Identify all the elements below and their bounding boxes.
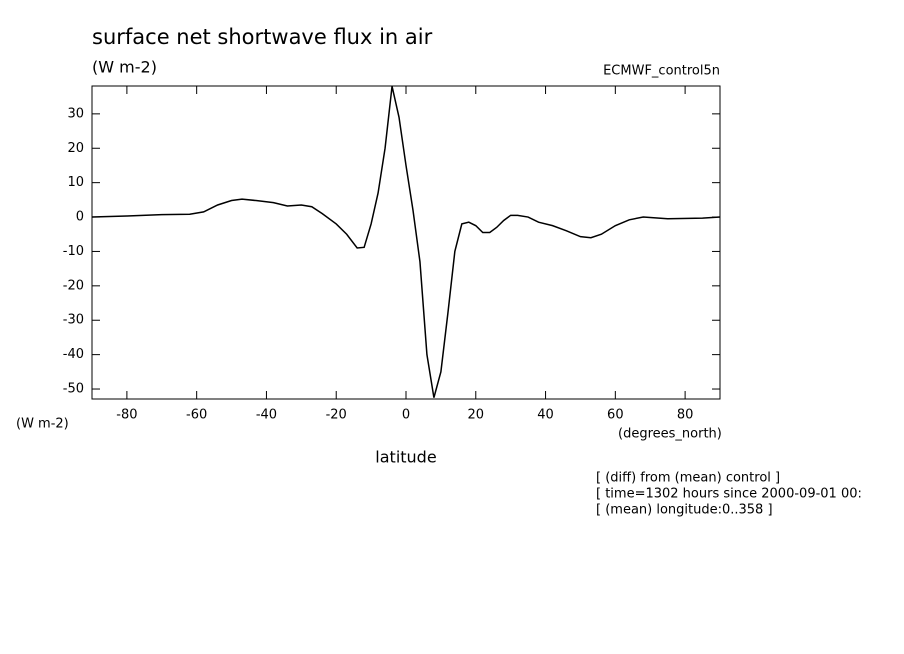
y-tick-label: 30 — [67, 106, 84, 121]
x-tick-label: -20 — [326, 408, 347, 423]
plot-frame — [91, 85, 721, 400]
y-tick-label: -30 — [63, 313, 84, 328]
y-tick-label: 0 — [76, 210, 84, 225]
footnote: [ (mean) longitude:0..358 ] — [596, 503, 773, 518]
footnote: [ (diff) from (mean) control ] — [596, 471, 780, 486]
chart-title: surface net shortwave flux in air — [92, 25, 433, 49]
y-tick-label: -40 — [63, 347, 84, 362]
y-axis-units: (W m-2) — [16, 417, 69, 432]
data-line — [91, 86, 721, 398]
y-tick-label: -10 — [63, 244, 84, 259]
y-tick-label: 20 — [67, 141, 84, 156]
y-tick-label: -50 — [63, 382, 84, 397]
x-tick-label: 80 — [677, 408, 694, 423]
x-tick-label: -80 — [116, 408, 137, 423]
y-tick-label: -20 — [63, 278, 84, 293]
x-axis-units: (degrees_north) — [618, 427, 722, 442]
footnote: [ time=1302 hours since 2000-09-01 00: — [596, 487, 862, 502]
units: (W m-2) — [92, 58, 157, 77]
x-axis-label: latitude — [375, 448, 436, 467]
x-tick-label: -40 — [256, 408, 277, 423]
y-tick-label: 10 — [67, 175, 84, 190]
x-tick-label: -60 — [186, 408, 207, 423]
x-tick-label: 60 — [607, 408, 624, 423]
x-tick-label: 20 — [468, 408, 485, 423]
x-tick-label: 40 — [537, 408, 554, 423]
x-tick-label: 0 — [402, 408, 410, 423]
dataset-label: ECMWF_control5n — [603, 64, 720, 79]
